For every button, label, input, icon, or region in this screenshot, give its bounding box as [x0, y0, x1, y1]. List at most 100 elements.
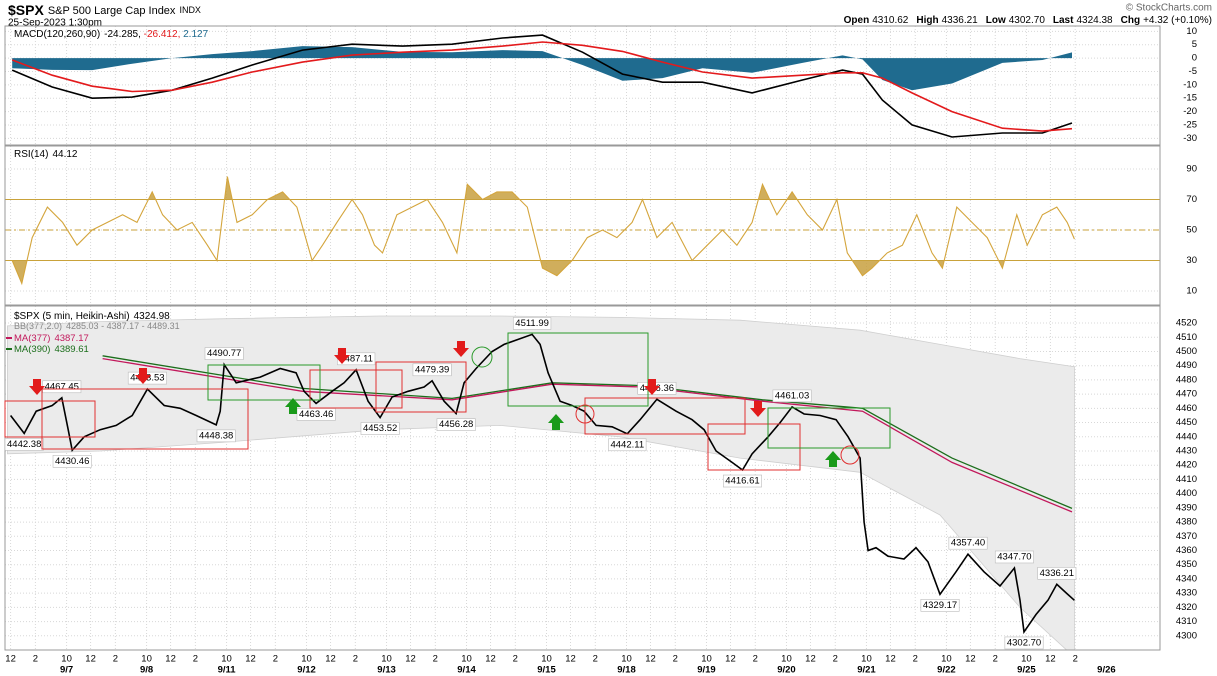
y-tick-label: 4340 [1176, 573, 1197, 584]
legend-value: 4489.31 [147, 321, 180, 331]
x-date-label: 9/26 [1097, 665, 1116, 676]
quote-row: Open 4310.62 High 4336.21 Low 4302.70 Last 4324… [844, 15, 1212, 26]
x-tick-label: 10 [461, 654, 472, 665]
price-label: 4448.38 [199, 430, 233, 441]
y-tick-label: 4320 [1176, 602, 1197, 613]
y-tick-label: -15 [1183, 93, 1197, 104]
y-tick-label: 70 [1186, 194, 1197, 205]
x-date-label: 9/12 [297, 665, 316, 676]
x-tick-label: 10 [861, 654, 872, 665]
legend-name: $SPX (5 min, Heikin-Ashi) [14, 311, 130, 322]
x-tick-label: 10 [1021, 654, 1032, 665]
panel-frame [4, 25, 1161, 146]
price-label-box [436, 418, 476, 431]
quote-value: 4324.38 [1076, 15, 1113, 26]
legend-value: 4285.03 [66, 321, 99, 331]
legend-separator: - [99, 321, 107, 331]
quote-label: Low [986, 15, 1006, 26]
price-label-box [920, 599, 960, 612]
x-date-label: 9/22 [937, 665, 956, 676]
x-date-label: 9/7 [60, 665, 73, 676]
y-tick-label: 4470 [1176, 389, 1197, 400]
x-tick-label: 10 [941, 654, 952, 665]
red-circle [840, 445, 860, 465]
legend-name: MA(390) [14, 344, 50, 355]
price-label: 4487.11 [339, 353, 373, 364]
x-tick-label: 2 [513, 654, 518, 665]
legend-value: 4324.98 [134, 311, 171, 322]
y-tick-label: 4510 [1176, 332, 1197, 343]
legend-value: 2.127 [183, 29, 208, 40]
price-label: 4302.70 [1007, 637, 1041, 648]
price-label: 4357.40 [951, 538, 985, 549]
y-tick-label: 90 [1186, 164, 1197, 175]
quote-value: 4336.21 [942, 15, 979, 26]
quote-label: High [916, 15, 938, 26]
x-tick-label: 12 [485, 654, 496, 665]
green-box [207, 364, 321, 401]
y-tick-label: 4450 [1176, 417, 1197, 428]
x-tick-label: 12 [565, 654, 576, 665]
price-label-box [994, 550, 1034, 564]
y-tick-label: 10 [1186, 285, 1197, 296]
price-label: 4329.17 [923, 600, 957, 611]
panel [5, 306, 1160, 650]
price-label-box [4, 438, 44, 451]
y-tick-label: 4430 [1176, 446, 1197, 457]
quote-label: Open [844, 15, 870, 26]
quote-value: 4302.70 [1009, 15, 1046, 26]
x-tick-label: 12 [85, 654, 96, 665]
x-tick-label: 12 [325, 654, 336, 665]
x-tick-label: 10 [701, 654, 712, 665]
legend-value: 44.12 [52, 149, 77, 160]
price-label-box [1037, 567, 1077, 580]
red-box [584, 397, 746, 435]
legend: MA(390) 4389.61 [14, 344, 89, 355]
x-tick-label: 2 [353, 654, 358, 665]
legend-title: RSI(14) [14, 149, 48, 160]
x-tick-label: 12 [165, 654, 176, 665]
x-date-label: 9/21 [857, 665, 876, 676]
x-tick-label: 10 [621, 654, 632, 665]
legend-value: -26.412 [144, 29, 178, 40]
x-tick-label: 12 [5, 654, 16, 665]
price-label: 4463.46 [299, 409, 333, 420]
price-line [9, 333, 1075, 635]
y-tick-label: 4500 [1176, 346, 1197, 357]
price-label: 4490.77 [207, 348, 241, 359]
panel-frame [4, 305, 1161, 651]
y-tick-label: 0 [1192, 53, 1197, 64]
x-tick-label: 12 [245, 654, 256, 665]
y-tick-label: -30 [1183, 133, 1197, 144]
legend-value: -24.285 [104, 29, 138, 40]
y-tick-label: 5 [1192, 39, 1197, 50]
y-tick-label: -25 [1183, 119, 1197, 130]
legend-name: MA(377) [14, 333, 50, 344]
x-tick-label: 10 [781, 654, 792, 665]
green-box [767, 407, 891, 449]
red-circle [575, 404, 595, 424]
panel-frame [4, 145, 1161, 306]
legend-value: 4387.17 [107, 321, 140, 331]
green-box [507, 332, 649, 407]
y-tick-label: 4490 [1176, 360, 1197, 371]
red-box [707, 423, 801, 471]
x-date-label: 9/13 [377, 665, 396, 676]
quote-value: 4310.62 [872, 15, 909, 26]
index-name: S&P 500 Large Cap Index [48, 5, 176, 17]
y-tick-label: 4480 [1176, 374, 1197, 385]
y-tick-label: -5 [1189, 66, 1197, 77]
red-box [41, 388, 249, 450]
price-label: 4430.46 [55, 456, 89, 467]
panel [5, 26, 1160, 145]
legend: RSI(14) 44.12 [14, 149, 78, 160]
x-tick-label: 2 [273, 654, 278, 665]
y-tick-label: 30 [1186, 255, 1197, 266]
legend: $SPX (5 min, Heikin-Ashi) 4324.98 [14, 311, 170, 322]
x-tick-label: 10 [61, 654, 72, 665]
date: 25-Sep-2023 1:30pm [8, 18, 102, 29]
x-tick-label: 10 [301, 654, 312, 665]
x-tick-label: 2 [193, 654, 198, 665]
price-label-box [512, 317, 552, 330]
